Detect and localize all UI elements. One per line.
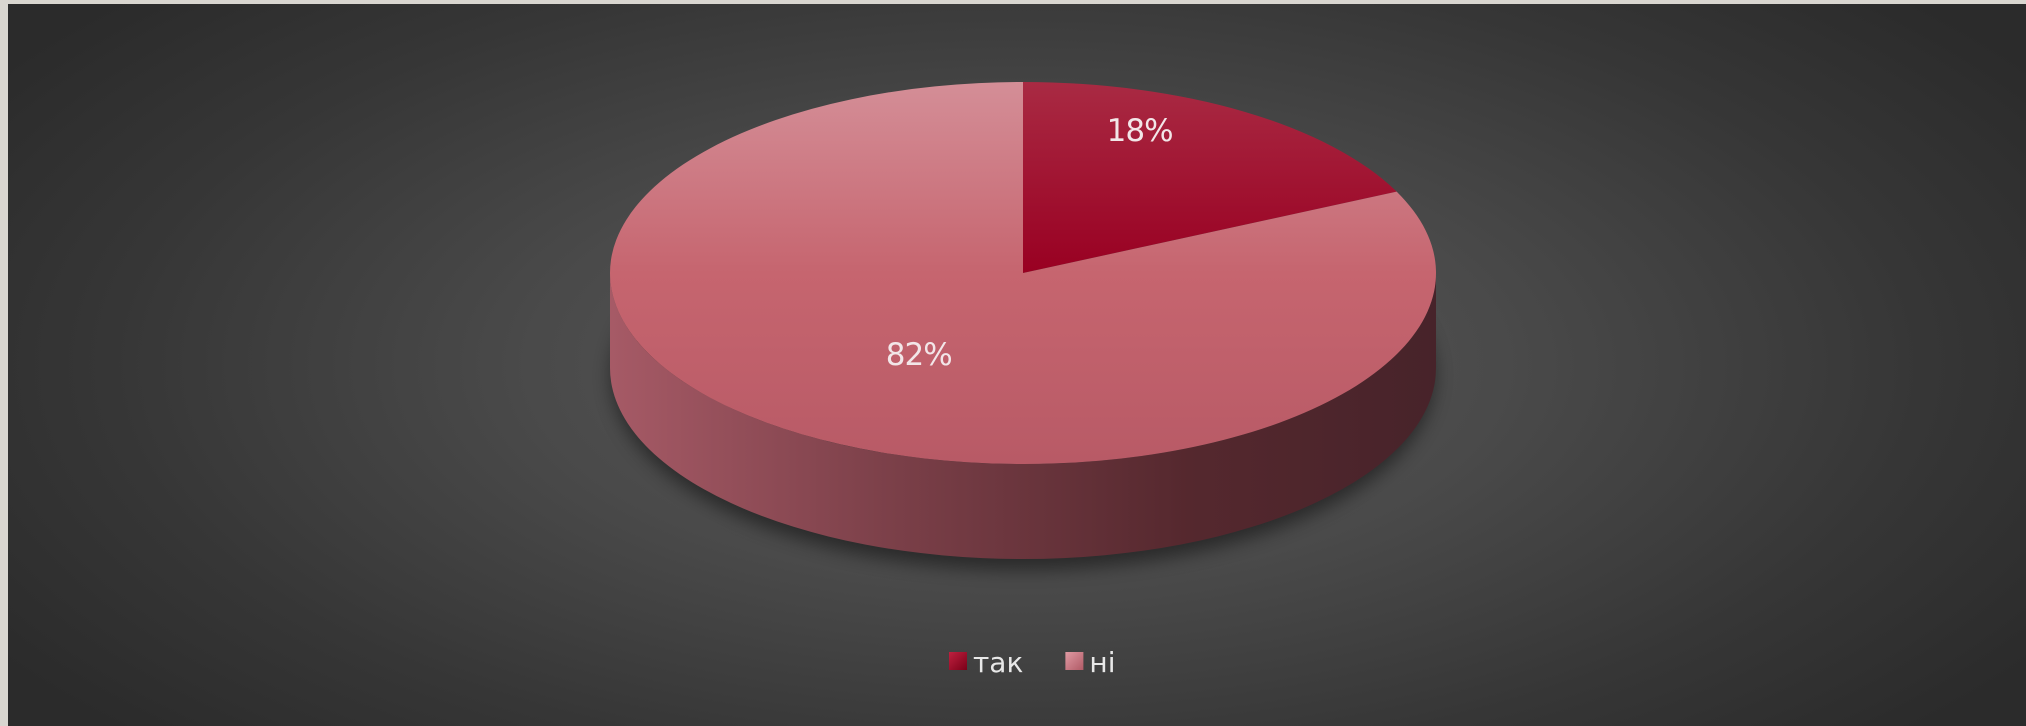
pie-side-wall (610, 273, 1436, 559)
legend-swatch-1 (949, 652, 967, 670)
slide-background: 18% 82% так ні (8, 4, 2026, 726)
data-label-2: 82% (886, 337, 952, 373)
data-label-1: 18% (1107, 113, 1173, 149)
legend-swatch-2 (1065, 652, 1084, 670)
pie-slice-2 (610, 82, 1437, 464)
pie-chart: 18% 82% так ні (610, 82, 1437, 679)
legend-label-1: так (973, 646, 1023, 679)
pie-slice-1 (1023, 82, 1397, 273)
legend-label-2: ні (1089, 646, 1115, 679)
